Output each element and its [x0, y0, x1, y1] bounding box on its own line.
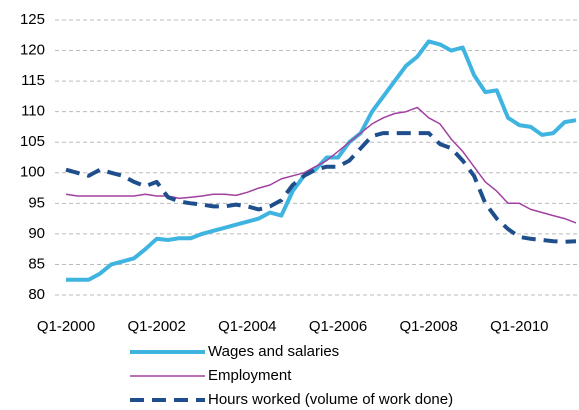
y-tick-label: 80 [28, 286, 45, 303]
legend-label: Wages and salaries [208, 343, 339, 360]
x-tick-label: Q1-2004 [218, 318, 276, 335]
series-line [65, 106, 577, 224]
x-tick-label: Q1-2006 [309, 318, 367, 335]
x-tick-label: Q1-2008 [399, 318, 457, 335]
series-line [65, 131, 577, 244]
y-tick-label: 100 [20, 164, 45, 181]
y-tick-label: 115 [21, 72, 45, 89]
y-tick-label: 95 [28, 194, 45, 211]
y-tick-label: 110 [21, 103, 45, 120]
x-tick-label: Q1-2010 [490, 318, 548, 335]
y-tick-label: 125 [20, 11, 45, 28]
legend-label: Employment [208, 367, 292, 384]
y-tick-label: 90 [28, 225, 45, 242]
y-tick-label: 85 [28, 255, 45, 272]
y-tick-label: 105 [20, 133, 45, 150]
y-tick-label: 120 [20, 42, 45, 59]
legend-label: Hours worked (volume of work done) [208, 391, 453, 408]
series-line [66, 39, 577, 282]
x-tick-label: Q1-2000 [37, 318, 95, 335]
x-tick-label: Q1-2002 [127, 318, 185, 335]
